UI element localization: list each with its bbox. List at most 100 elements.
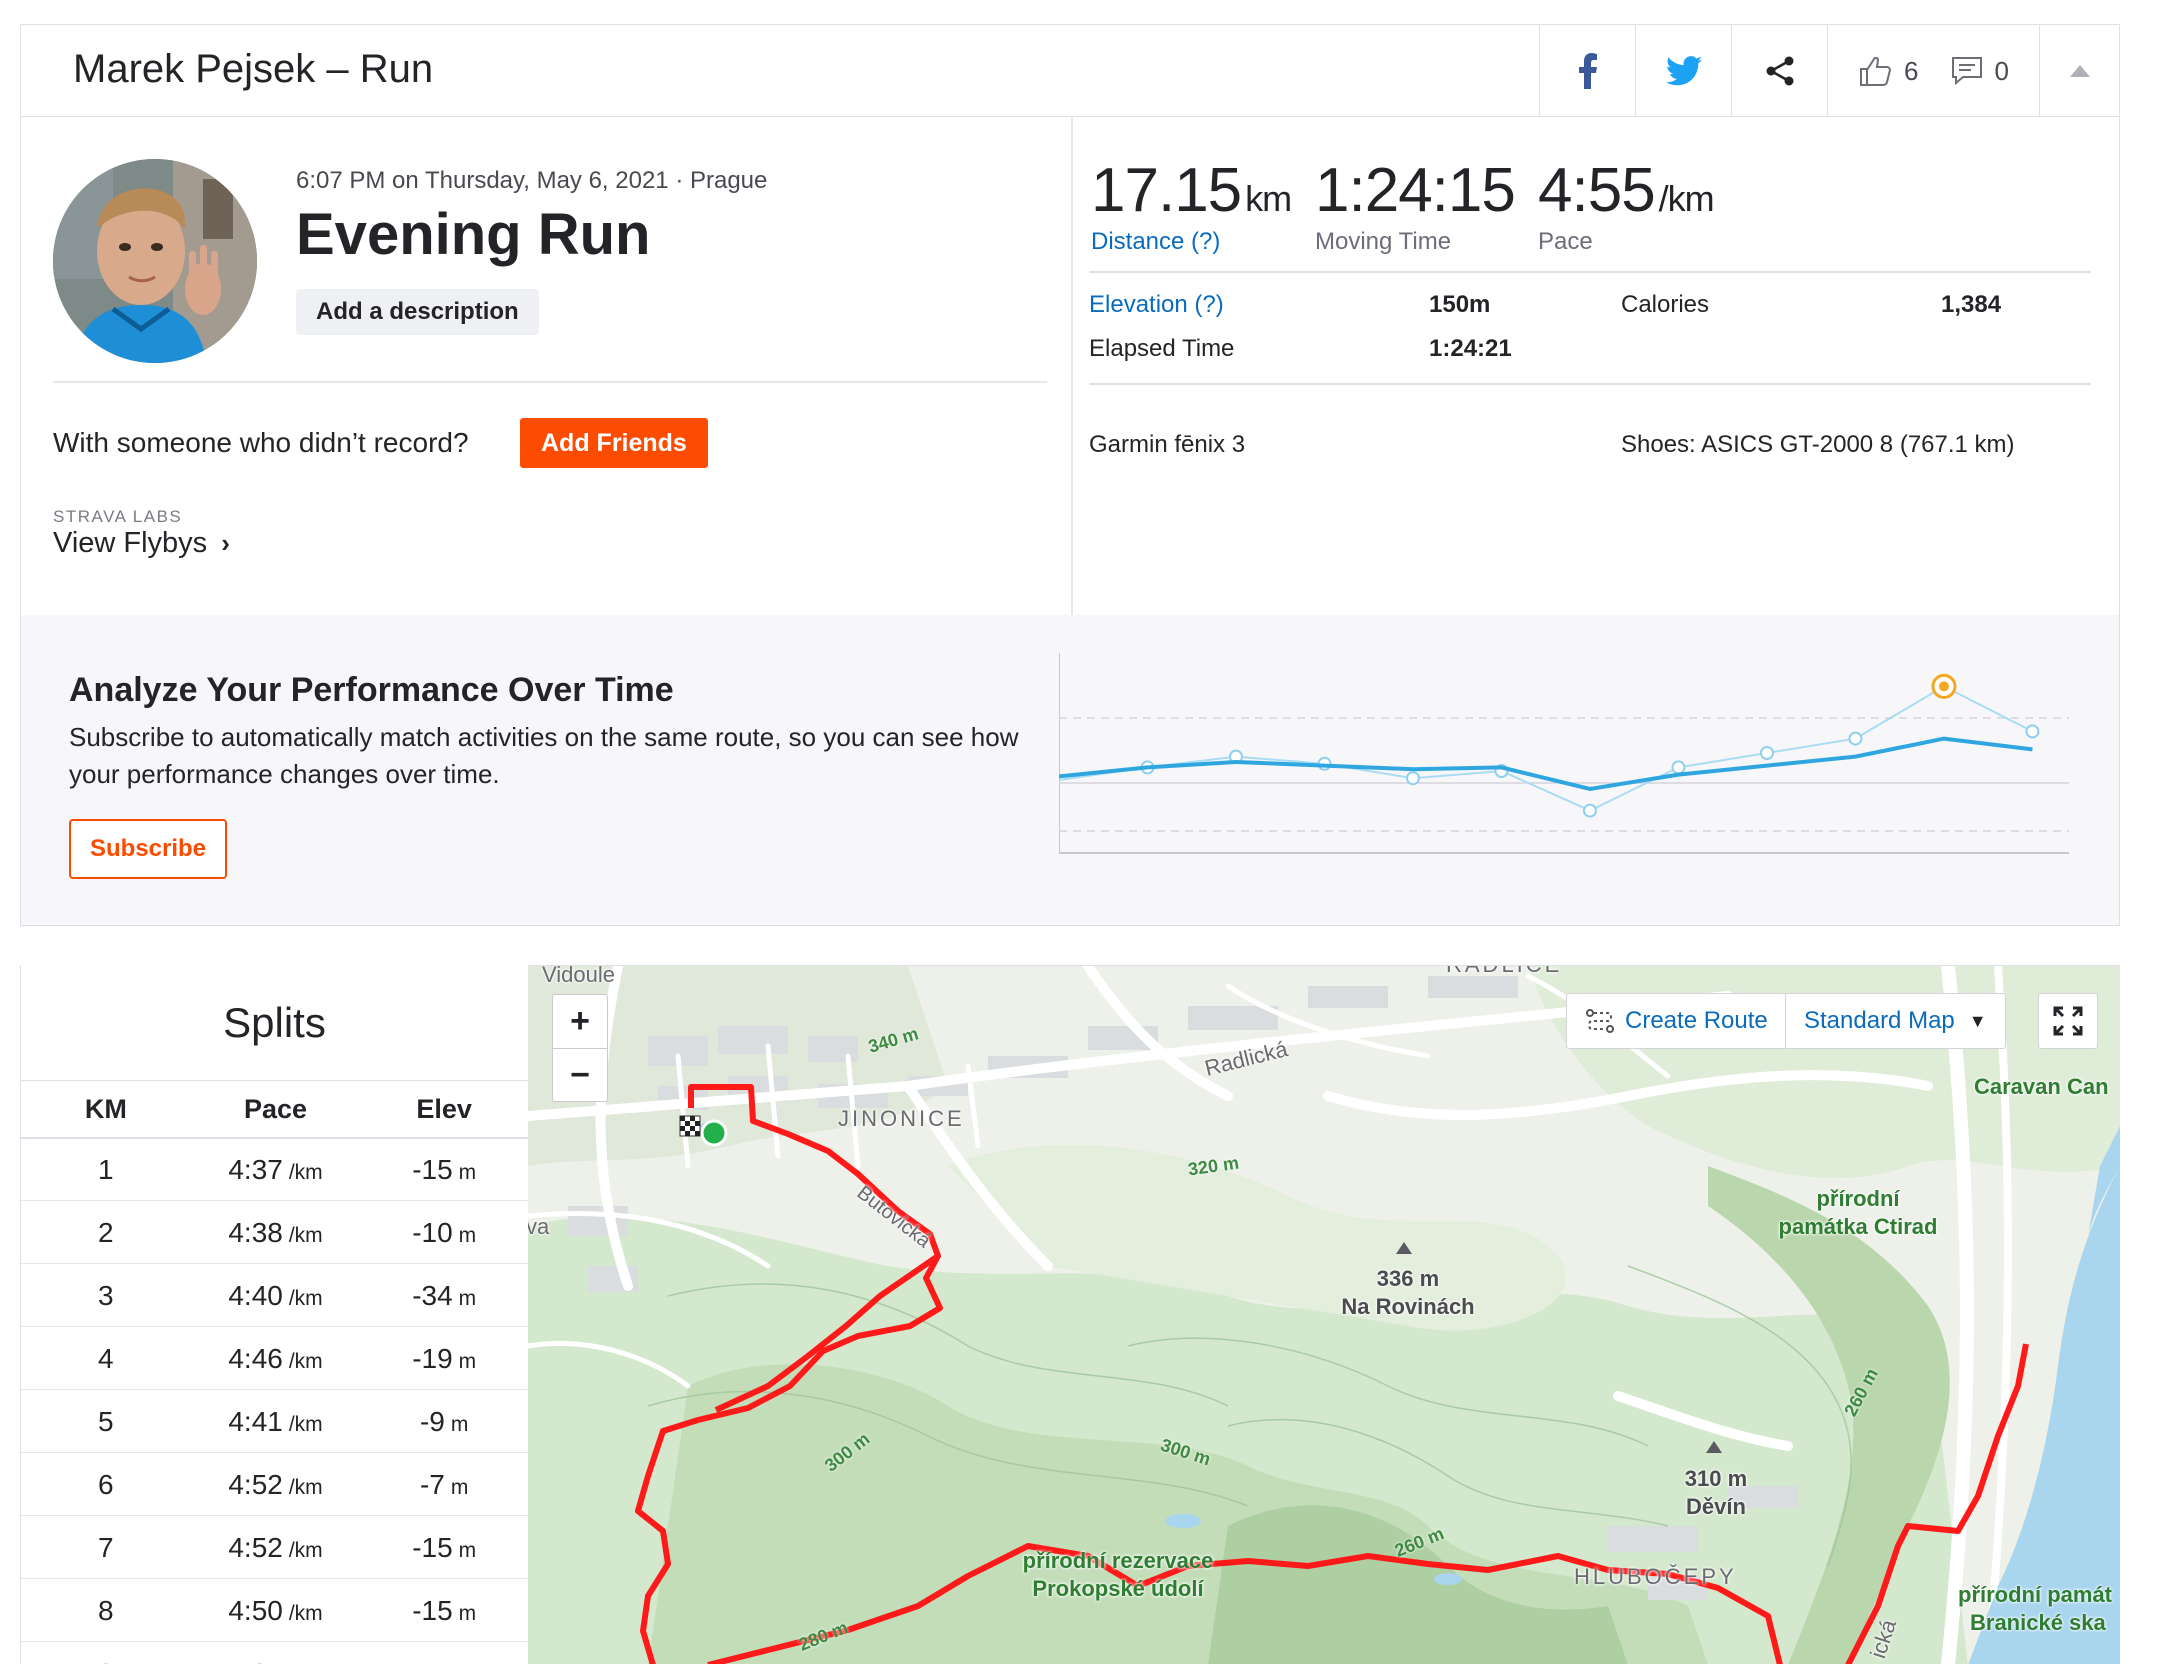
split-row: 4 4:46/km -19 m bbox=[21, 1328, 528, 1390]
split-row: 5 4:41/km -9 m bbox=[21, 1391, 528, 1453]
twitter-share-button[interactable] bbox=[1635, 25, 1731, 117]
view-flybys-link[interactable]: View Flybys › bbox=[53, 527, 230, 560]
route-map[interactable]: Vidoule RADLICE JINONICE Radlická Butovi… bbox=[528, 965, 2120, 1664]
split-row: 6 4:52/km -7 m bbox=[21, 1454, 528, 1516]
split-elev: -19 m bbox=[412, 1342, 477, 1374]
kudos-count: 6 bbox=[1904, 55, 1919, 86]
pace-label: Pace bbox=[1538, 228, 1593, 255]
header-km: KM bbox=[84, 1093, 127, 1124]
split-pace: 4:52/km bbox=[228, 1468, 323, 1500]
zoom-in-button[interactable]: + bbox=[570, 1002, 590, 1040]
divider bbox=[53, 381, 1047, 383]
trend-point bbox=[1671, 760, 1686, 775]
map-label-va: va bbox=[528, 1214, 550, 1239]
map-label-hlubocepy: HLUBOČEPY bbox=[1574, 1564, 1737, 1589]
splits-panel: Splits KM Pace Elev 1 4:37/km -15 m 2 4:38/km… bbox=[20, 965, 528, 1664]
collapse-button[interactable] bbox=[2039, 25, 2119, 117]
add-friends-button[interactable]: Add Friends bbox=[520, 418, 708, 468]
fullscreen-button[interactable] bbox=[2038, 993, 2098, 1049]
map-label-devin: Děvín bbox=[1686, 1494, 1746, 1519]
moving-time-label: Moving Time bbox=[1315, 228, 1452, 255]
split-elev: -9 m bbox=[419, 1405, 469, 1437]
split-km: 8 bbox=[98, 1594, 114, 1626]
calories-label: Calories bbox=[1621, 291, 1710, 318]
split-elev: -15 m bbox=[412, 1594, 477, 1626]
athlete-avatar[interactable] bbox=[53, 159, 257, 363]
divider bbox=[1089, 383, 2091, 385]
header-elev: Elev bbox=[416, 1093, 472, 1124]
map-label-ctirad-1: přírodní bbox=[1816, 1186, 1900, 1211]
add-description-button[interactable]: Add a description bbox=[296, 289, 539, 335]
stat-moving-time: 1:24:15 Moving Time bbox=[1315, 155, 1516, 256]
split-km: 7 bbox=[98, 1531, 114, 1563]
comments-count: 0 bbox=[1994, 55, 2009, 86]
subscribe-button[interactable]: Subscribe bbox=[69, 819, 227, 879]
athlete-photo bbox=[53, 159, 257, 363]
analyze-title: Analyze Your Performance Over Time bbox=[69, 671, 674, 709]
elevation-help-link[interactable]: Elevation (?) bbox=[1089, 291, 1224, 318]
split-pace: 4:38/km bbox=[228, 1216, 323, 1248]
create-route-button[interactable]: Create Route bbox=[1566, 993, 1787, 1049]
kudos-button[interactable]: 6 bbox=[1858, 54, 1918, 88]
distance-value: 17.15 km bbox=[1091, 156, 1292, 225]
trend-point bbox=[1405, 771, 1420, 786]
map-label-prokop-2: Prokopské údolí bbox=[1032, 1576, 1204, 1601]
zoom-control: + − bbox=[552, 994, 608, 1102]
moving-time-value: 1:24:15 bbox=[1315, 156, 1516, 225]
split-elev: -34 m bbox=[412, 1279, 477, 1311]
map-label-ctirad-2: památka Ctirad bbox=[1778, 1214, 1938, 1239]
trend-series-efforts bbox=[1059, 685, 2033, 812]
trend-point bbox=[1759, 746, 1774, 760]
kudos-comments-group: 6 0 bbox=[1827, 25, 2039, 117]
shoes-info: Shoes: ASICS GT-2000 8 (767.1 km) bbox=[1621, 431, 2015, 458]
map-base bbox=[528, 966, 2120, 1664]
share-icon bbox=[1766, 56, 1793, 86]
performance-trend-chart bbox=[1059, 653, 2069, 854]
split-km: 5 bbox=[98, 1405, 114, 1437]
chevron-right-icon: › bbox=[221, 528, 230, 558]
elapsed-time-value: 1:24:21 bbox=[1429, 335, 1512, 362]
split-elev: -10 m bbox=[412, 1216, 477, 1248]
split-row: 2 4:38/km -10 m bbox=[21, 1202, 528, 1264]
trend-point bbox=[1582, 803, 1597, 818]
header-actions: 6 0 bbox=[1539, 25, 2119, 117]
map-label-branicke-1: přírodní památ bbox=[1958, 1582, 2113, 1607]
elapsed-time-label: Elapsed Time bbox=[1089, 335, 1235, 362]
comments-button[interactable]: 0 bbox=[1951, 55, 2009, 87]
thumbs-up-icon bbox=[1860, 56, 1892, 86]
splits-title: Splits bbox=[21, 965, 528, 1081]
map-label-jinonice: JINONICE bbox=[838, 1106, 965, 1131]
zoom-out-button[interactable]: − bbox=[553, 1048, 607, 1101]
split-km: 4 bbox=[98, 1342, 114, 1374]
view-flybys-label: View Flybys bbox=[53, 527, 208, 559]
map-style-dropdown[interactable]: Standard Map ▼ bbox=[1785, 993, 2006, 1049]
split-pace: 4:50/km bbox=[228, 1594, 323, 1626]
split-km: 9 bbox=[21, 1658, 191, 1664]
caret-up-icon bbox=[2069, 65, 2090, 77]
facebook-icon bbox=[1578, 53, 1597, 89]
splits-header-row: KM Pace Elev bbox=[21, 1081, 528, 1139]
device-name: Garmin fēnix 3 bbox=[1089, 431, 1246, 458]
split-elev: -7 m bbox=[419, 1468, 469, 1500]
trend-point bbox=[1848, 731, 1863, 746]
distance-help-link[interactable]: Distance (?) bbox=[1091, 228, 1221, 255]
share-button[interactable] bbox=[1731, 25, 1827, 117]
finish-flag-icon bbox=[679, 1115, 701, 1137]
caret-down-icon: ▼ bbox=[1968, 1010, 1987, 1031]
map-style-label: Standard Map bbox=[1804, 1007, 1955, 1034]
column-divider bbox=[1071, 117, 1073, 615]
elevation-value: 150m bbox=[1429, 291, 1491, 318]
split-row: 8 4:50/km -15 m bbox=[21, 1580, 528, 1642]
split-pace: 4:37/km bbox=[228, 1153, 323, 1185]
map-label-rovinach: Na Rovinách bbox=[1341, 1294, 1475, 1319]
with-someone-text: With someone who didn’t record? bbox=[53, 427, 469, 458]
split-row: 1 4:37/km -15 m bbox=[21, 1139, 528, 1201]
comment-icon bbox=[1951, 57, 1982, 86]
activity-meta: 6:07 PM on Thursday, May 6, 2021 · Pragu… bbox=[296, 167, 768, 194]
split-km: 1 bbox=[98, 1153, 114, 1185]
map-label-radlice: RADLICE bbox=[1446, 966, 1562, 978]
facebook-share-button[interactable] bbox=[1539, 25, 1635, 117]
stat-pace: 4:55/km Pace bbox=[1538, 155, 1715, 256]
map-label-devin-elev: 310 m bbox=[1684, 1466, 1748, 1491]
split-km: 6 bbox=[98, 1468, 114, 1500]
